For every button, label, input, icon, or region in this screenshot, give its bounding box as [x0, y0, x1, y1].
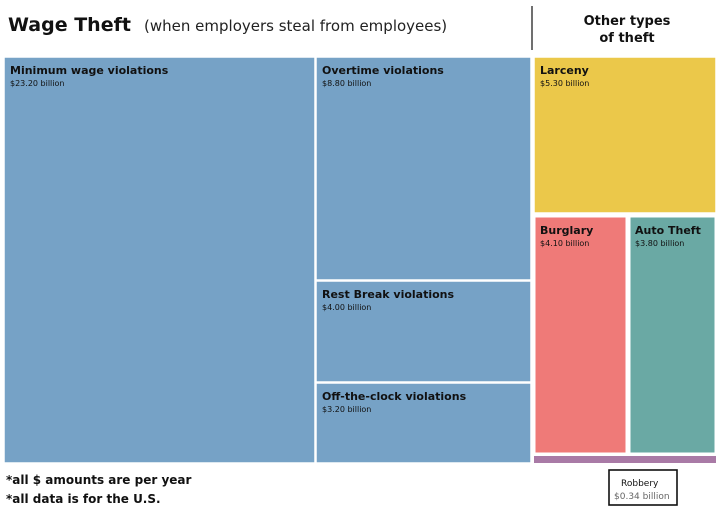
chart-subtitle: (when employers steal from employees) — [144, 17, 447, 35]
value-robbery: $0.34 billion — [614, 492, 670, 502]
cell-larceny — [533, 56, 717, 214]
robbery-callout-box — [608, 469, 678, 506]
value-minimum-wage: $23.20 billion — [10, 79, 64, 88]
value-rest-break: $4.00 billion — [322, 303, 371, 312]
cell-minimum-wage — [3, 56, 316, 464]
value-larceny: $5.30 billion — [540, 79, 589, 88]
label-rest-break: Rest Break violations — [322, 288, 455, 301]
label-auto-theft: Auto Theft — [635, 224, 701, 237]
cell-auto-theft — [627, 214, 718, 456]
cell-burglary — [532, 214, 629, 456]
side-title-line-1: Other types — [584, 14, 671, 29]
value-off-the-clock: $3.20 billion — [322, 405, 371, 414]
value-overtime: $8.80 billion — [322, 79, 371, 88]
cell-off-the-clock — [315, 382, 532, 464]
label-burglary: Burglary — [540, 224, 593, 237]
value-auto-theft: $3.80 billion — [635, 239, 684, 248]
cell-rest-break — [315, 280, 532, 383]
side-title-line-2: of theft — [599, 31, 654, 46]
chart-title-group: Wage Theft (when employers steal from em… — [8, 14, 447, 36]
label-off-the-clock: Off-the-clock violations — [322, 390, 467, 403]
value-burglary: $4.10 billion — [540, 239, 589, 248]
note-per-year: *all $ amounts are per year — [6, 473, 192, 487]
chart-title: Wage Theft — [8, 14, 131, 36]
label-larceny: Larceny — [540, 64, 589, 77]
cell-overtime — [315, 56, 532, 281]
label-robbery: Robbery — [621, 479, 659, 489]
note-us-data: *all data is for the U.S. — [6, 492, 161, 506]
cell-robbery — [534, 456, 716, 463]
label-overtime: Overtime violations — [322, 64, 444, 77]
label-minimum-wage: Minimum wage violations — [10, 64, 169, 77]
